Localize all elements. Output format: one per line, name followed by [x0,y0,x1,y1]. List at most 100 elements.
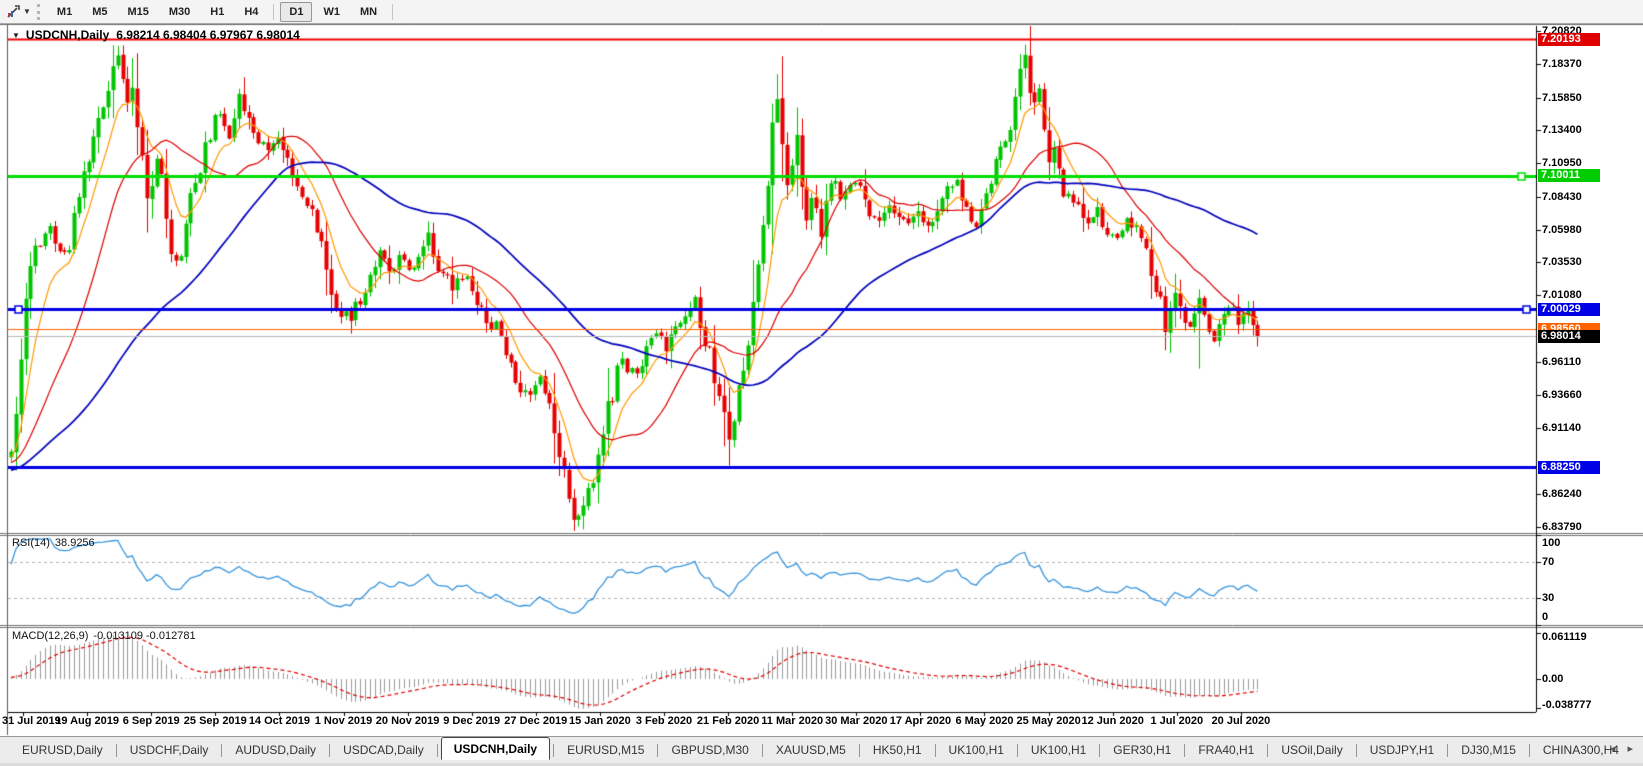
rsi-tick-label: 100 [1542,537,1561,549]
timeframe-button-m30[interactable]: M30 [168,5,191,18]
chart-tabs: EURUSD,Daily USDCHF,Daily AUDUSD,Daily USDC… [12,737,1629,760]
date-tick-label: 9 Dec 2019 [443,715,501,727]
tab-fra40-h1[interactable]: FRA40,H1 [1198,743,1255,757]
timeframe-button-m15[interactable]: M15 [127,5,149,18]
timeframe-button-d1[interactable]: D1 [280,1,313,22]
price-tick-label: 7.05980 [1542,223,1582,236]
price-tick-label: 7.18370 [1542,57,1582,70]
tab-separator [858,743,860,757]
date-tick-label: 1 Jul 2020 [1150,715,1204,727]
macd-tick-label: -0.038777 [1542,699,1592,711]
date-tick-label: 20 Nov 2019 [375,715,440,727]
date-tick-label: 27 Dec 2019 [504,715,568,727]
price-tick-label: 6.86240 [1542,487,1582,500]
date-tick-label: 31 Jul 2019 [2,715,61,727]
tab-gbpusd-m30[interactable]: GBPUSD,M30 [671,743,749,757]
date-tick-label: 6 May 2020 [955,715,1014,727]
tab-china300-h4[interactable]: CHINA300,H4 [1542,743,1619,757]
price-tick-label: 7.15850 [1542,91,1582,104]
toolbar-grip-handle[interactable] [36,3,40,20]
rsi-indicator-label: RSI(14) 38.9256 [12,537,95,549]
toolbar: ▼ M1 M5 M15 M30 H1 H4 D1 W1 MN [0,0,1643,24]
tab-hk50-h1[interactable]: HK50,H1 [872,743,922,757]
tab-separator [221,743,223,757]
chart-symbol-label: USDCNH,Daily [25,28,110,42]
date-tick-label: 12 Jun 2020 [1081,715,1144,727]
crosshair-tool-icon[interactable] [4,4,22,20]
tab-separator [761,743,763,757]
timeframe-button-w1[interactable]: W1 [323,5,340,18]
price-tick-label: 7.08430 [1542,190,1582,203]
tab-separator [657,743,659,757]
price-level-badge-6-88250: 6.88250 [1538,460,1600,474]
date-tick-label: 21 Feb 2020 [696,715,760,727]
rsi-value: 38.9256 [54,537,95,549]
rsi-tick-label: 70 [1542,556,1555,568]
tab-separator [329,743,331,757]
macd-name: MACD(12,26,9) [12,630,89,642]
chart-menu-icon[interactable]: ▼ [12,31,20,40]
date-tick-label: 6 Sep 2019 [122,715,180,727]
timeframe-button-h1[interactable]: H1 [210,5,225,18]
tab-separator [553,743,555,757]
macd-indicator-label: MACD(12,26,9) -0.013109 -0.012781 [12,630,196,642]
date-tick-label: 14 Oct 2019 [248,715,310,727]
tab-usdcad-daily[interactable]: USDCAD,Daily [343,743,424,757]
tab-separator [1355,743,1357,757]
tool-dropdown-caret-icon[interactable]: ▼ [23,7,31,16]
tab-scroll-right-icon[interactable]: ▸ [1627,743,1633,755]
tab-scroll-left-icon[interactable]: ◂ [1609,743,1616,755]
tab-separator [1099,743,1101,757]
tab-uk100-h1[interactable]: UK100,H1 [1030,743,1087,757]
macd-values: -0.013109 -0.012781 [93,630,196,642]
tab-eurusd-daily[interactable]: EURUSD,Daily [22,743,103,757]
chart-title: ▼ USDCNH,Daily 6.98214 6.98404 6.97967 6.9… [12,28,300,42]
tab-usdcnh-daily[interactable]: USDCNH,Daily [440,737,551,760]
tab-separator [1528,743,1530,757]
timeframe-button-m5[interactable]: M5 [92,5,108,18]
price-tick-label: 7.01080 [1542,289,1582,302]
date-tick-label: 20 Jul 2020 [1211,715,1271,727]
tab-separator [1447,743,1449,757]
tab-usoil-daily[interactable]: USOil,Daily [1281,743,1343,757]
rsi-name: RSI(14) [12,537,50,549]
price-tick-label: 6.96110 [1542,355,1582,368]
tab-dj30-m15[interactable]: DJ30,M15 [1461,743,1516,757]
price-tick-label: 7.13400 [1542,124,1582,137]
tab-audusd-daily[interactable]: AUDUSD,Daily [235,743,317,757]
tab-separator [1267,743,1269,757]
price-tick-label: 6.83790 [1542,520,1582,533]
tab-eurusd-m15[interactable]: EURUSD,M15 [567,743,645,757]
tab-ger30-h1[interactable]: GER30,H1 [1113,743,1172,757]
price-level-badge-7-20193: 7.20193 [1538,32,1600,46]
tab-separator [115,743,117,757]
price-tick-label: 6.91140 [1542,422,1582,435]
date-tick-label: 30 Mar 2020 [825,715,888,727]
date-tick-label: 19 Aug 2019 [55,715,119,727]
timeframe-button-h4[interactable]: H4 [244,5,259,18]
tab-uk100-h1[interactable]: UK100,H1 [948,743,1004,757]
macd-tick-label: 0.00 [1542,673,1564,685]
date-tick-label: 1 Nov 2019 [314,715,373,727]
price-tick-label: 7.03530 [1542,256,1582,269]
tab-usdchf-daily[interactable]: USDCHF,Daily [129,743,209,757]
macd-tick-label: 0.061119 [1542,631,1587,643]
timeframe-button-m1[interactable]: M1 [56,5,73,18]
date-tick-label: 25 Sep 2019 [183,715,247,727]
price-level-badge-6-98014: 6.98014 [1538,329,1600,343]
date-tick-label: 15 Jan 2020 [569,715,631,727]
tab-xauusd-m5[interactable]: XAUUSD,M5 [775,743,846,757]
tab-separator [934,743,936,757]
rsi-tick-label: 0 [1542,611,1549,623]
rsi-tick-label: 30 [1542,592,1555,604]
chart-tab-bar: EURUSD,Daily USDCHF,Daily AUDUSD,Daily USDC… [0,736,1643,766]
price-tick-label: 6.93660 [1542,388,1582,401]
timeframe-button-group: M1 M5 M15 M30 H1 H4 D1 W1 MN [47,0,398,23]
tab-separator [436,743,438,757]
tab-usdjpy-h1[interactable]: USDJPY,H1 [1369,743,1435,757]
date-tick-label: 17 Apr 2020 [889,715,952,727]
date-tick-label: 11 Mar 2020 [761,715,824,727]
timeframe-button-mn[interactable]: MN [359,5,378,18]
tab-separator [1184,743,1186,757]
